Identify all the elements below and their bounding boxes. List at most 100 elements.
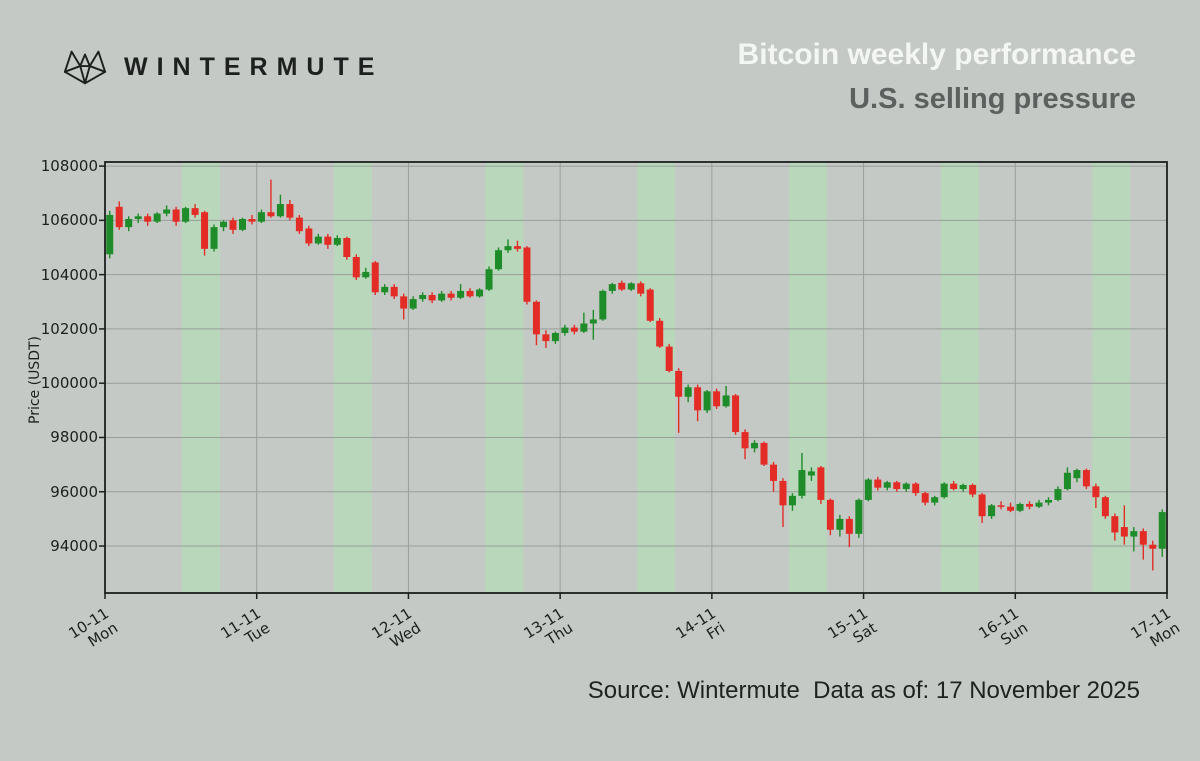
- candle: [570, 327, 578, 332]
- candle: [1149, 544, 1157, 549]
- session-band: [485, 162, 524, 593]
- candle: [428, 294, 436, 301]
- y-tick-label: 102000: [40, 319, 98, 338]
- candle: [144, 216, 152, 222]
- candle: [333, 237, 341, 245]
- candle: [324, 236, 332, 245]
- session-band: [940, 162, 979, 593]
- candle: [608, 284, 616, 291]
- candle: [845, 518, 853, 534]
- candle: [959, 484, 967, 490]
- candle: [409, 299, 417, 309]
- candle: [457, 290, 465, 298]
- session-band: [637, 162, 676, 593]
- candle: [438, 293, 446, 301]
- candle: [893, 482, 901, 490]
- y-tick-label: 96000: [50, 482, 98, 501]
- candle: [741, 432, 749, 449]
- candle: [257, 212, 265, 222]
- y-tick-label: 98000: [50, 428, 98, 447]
- candle: [836, 518, 844, 530]
- candle: [751, 442, 759, 449]
- y-tick-label: 100000: [40, 374, 98, 393]
- candle: [589, 319, 597, 324]
- session-band: [333, 162, 372, 593]
- candle: [1054, 489, 1062, 500]
- candle: [807, 471, 815, 476]
- candle: [295, 217, 303, 232]
- candle: [532, 301, 540, 335]
- candle: [305, 228, 313, 244]
- candle: [504, 246, 512, 251]
- candle: [1082, 470, 1090, 487]
- candle: [134, 216, 142, 219]
- candle: [874, 479, 882, 488]
- chart-title: Bitcoin weekly performance: [737, 38, 1136, 71]
- candle: [362, 271, 370, 278]
- candle: [1063, 472, 1071, 490]
- candle: [788, 495, 796, 506]
- candle: [618, 282, 626, 290]
- candle: [191, 208, 199, 215]
- candle: [1120, 527, 1128, 537]
- candle: [542, 334, 550, 342]
- candle: [950, 483, 958, 490]
- candle: [286, 204, 294, 218]
- candle: [419, 294, 427, 300]
- candle: [201, 212, 209, 249]
- candle: [760, 442, 768, 465]
- candle: [400, 296, 408, 309]
- candle: [513, 246, 521, 249]
- candle: [883, 482, 891, 488]
- candle: [969, 484, 977, 495]
- wintermute-logo-icon: [63, 50, 107, 85]
- chart-titles: Bitcoin weekly performance U.S. selling …: [738, 38, 1136, 116]
- candle: [675, 370, 683, 397]
- candle: [1092, 486, 1100, 498]
- candle: [371, 262, 379, 293]
- candle: [267, 212, 275, 217]
- candle: [646, 289, 654, 321]
- candle: [769, 464, 777, 481]
- chart-subtitle: U.S. selling pressure: [849, 83, 1136, 115]
- candle: [551, 332, 559, 342]
- candle: [1158, 512, 1166, 549]
- candle: [276, 204, 284, 217]
- candle: [561, 327, 569, 333]
- candle: [722, 395, 730, 407]
- candle: [1035, 502, 1043, 507]
- brand: WINTERMUTE: [62, 47, 383, 87]
- candle: [637, 283, 645, 294]
- candle: [627, 283, 635, 290]
- candle: [248, 218, 256, 222]
- candle: [1101, 497, 1109, 517]
- candle: [172, 209, 180, 222]
- candle: [732, 395, 740, 433]
- candle: [466, 290, 474, 297]
- candle: [713, 391, 721, 407]
- y-tick-label: 94000: [50, 537, 98, 556]
- candle: [855, 499, 863, 534]
- y-axis-label: Price (USDT): [27, 336, 43, 424]
- candle: [352, 256, 360, 278]
- candle: [1026, 503, 1034, 507]
- candle: [485, 269, 493, 290]
- candle: [115, 206, 123, 228]
- candle: [220, 221, 228, 228]
- candle: [343, 237, 351, 257]
- candle: [988, 505, 996, 517]
- candle: [1007, 506, 1015, 511]
- candle: [238, 218, 246, 230]
- candle: [229, 220, 237, 230]
- y-tick-label: 108000: [40, 157, 98, 176]
- candle: [703, 391, 711, 411]
- candle: [1139, 531, 1147, 545]
- candle: [931, 497, 939, 503]
- candle: [210, 227, 218, 249]
- candle: [106, 214, 114, 255]
- y-tick-label: 106000: [40, 211, 98, 230]
- candle: [523, 247, 531, 302]
- candle: [940, 483, 948, 498]
- candle: [182, 208, 190, 222]
